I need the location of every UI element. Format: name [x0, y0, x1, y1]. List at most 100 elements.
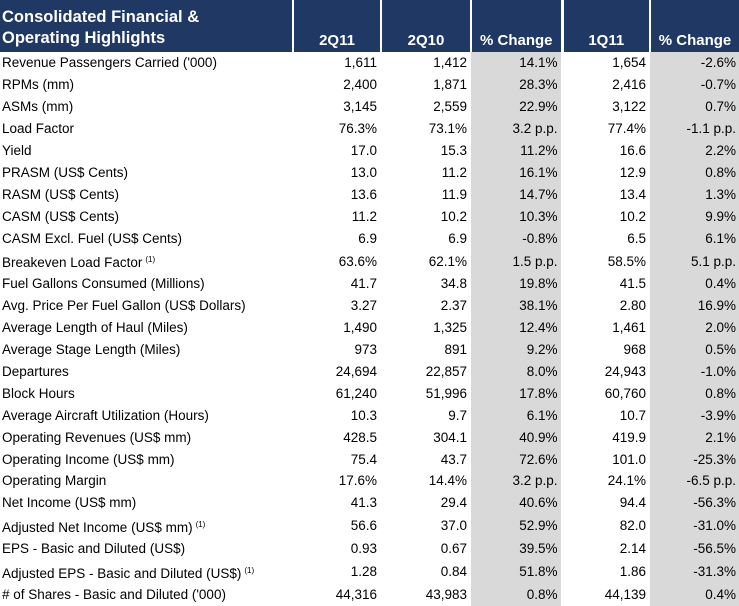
value-2q11: 11.2	[351, 208, 377, 224]
table-row: Block Hours 61,240 51,996 17.8% 60,760 0.8%	[0, 382, 739, 405]
change-yoy: 39.5%	[471, 537, 564, 560]
row-label: PRASM (US$ Cents)	[2, 164, 129, 180]
change-qoq: -3.9%	[650, 404, 739, 427]
row-label: Yield	[2, 143, 32, 158]
value-2q11: 17.6%	[338, 473, 377, 489]
value-2q11: 1,490	[343, 320, 377, 336]
row-label: Adjusted Net Income (US$ mm)	[2, 519, 193, 535]
value-2q11: 0.93	[350, 541, 377, 557]
change-yoy: 28.3%	[471, 73, 564, 96]
value-2q10: 1,412	[433, 55, 467, 71]
row-label-cell: Average Aircraft Utilization (Hours)	[0, 404, 293, 426]
row-label: Revenue Passengers Carried ('000)	[2, 55, 217, 71]
change-qoq: 6.1%	[650, 227, 739, 250]
value-2q10: 37.0	[440, 518, 467, 534]
table-row: Average Length of Haul (Miles) 1,490 1,325…	[0, 316, 739, 339]
value-1q11: 419.9	[612, 429, 646, 445]
table-row: Adjusted EPS - Basic and Diluted (US$) (1…	[0, 559, 739, 584]
change-qoq: 0.8%	[650, 382, 739, 405]
table-row: RPMs (mm) 2,400 1,871 28.3% 2,416 -0.7%	[0, 73, 739, 96]
row-label-cell: PRASM (US$ Cents)	[0, 161, 293, 183]
table-row: # of Shares - Basic and Diluted ('000) 44…	[0, 583, 739, 606]
change-qoq: -31.0%	[650, 513, 739, 538]
value-1q11: 60,760	[604, 385, 646, 401]
row-label: Operating Revenues (US$ mm)	[2, 429, 192, 445]
table-row: Departures 24,694 22,857 8.0% 24,943 -1.0%	[0, 360, 739, 383]
value-2q10: 34.8	[440, 276, 467, 292]
row-label: Average Length of Haul (Miles)	[2, 320, 188, 336]
row-label-cell: Average Stage Length (Miles)	[0, 339, 293, 361]
column-header-change-yoy: % Change	[471, 0, 564, 52]
row-label-cell: Breakeven Load Factor (1)	[0, 249, 293, 273]
change-yoy: 40.9%	[471, 426, 564, 449]
change-yoy: 14.7%	[471, 183, 564, 206]
value-2q11: 10.3	[350, 407, 377, 423]
row-label: Operating Income (US$ mm)	[2, 451, 175, 467]
change-qoq: 2.2%	[650, 139, 739, 162]
value-1q11: 1,461	[612, 320, 646, 336]
change-qoq: 0.4%	[650, 273, 739, 295]
table-row: ASMs (mm) 3,145 2,559 22.9% 3,122 0.7%	[0, 95, 739, 118]
value-2q11: 3.27	[350, 298, 377, 314]
change-yoy: 51.8%	[471, 559, 564, 584]
change-yoy: 3.2 p.p.	[471, 470, 564, 492]
change-yoy: 9.2%	[471, 338, 564, 361]
change-qoq: 1.3%	[650, 183, 739, 206]
change-yoy: 3.2 p.p.	[471, 117, 564, 140]
row-label-cell: Adjusted Net Income (US$ mm) (1)	[0, 514, 293, 538]
value-1q11: 24,943	[604, 364, 646, 380]
row-label-cell: Operating Revenues (US$ mm)	[0, 426, 293, 448]
row-label-cell: Operating Income (US$ mm)	[0, 448, 293, 470]
column-header-2q11: 2Q11	[293, 0, 382, 52]
row-label-cell: Avg. Price Per Fuel Gallon (US$ Dollars)	[0, 295, 293, 317]
table-row: Fuel Gallons Consumed (Millions) 41.7 34.8…	[0, 273, 739, 295]
value-1q11: 3,122	[612, 99, 646, 115]
value-2q11: 75.4	[350, 451, 377, 467]
change-qoq: -56.3%	[650, 491, 739, 514]
table-body: Revenue Passengers Carried ('000) 1,611 1,…	[0, 52, 739, 606]
value-2q11: 1.28	[350, 564, 377, 580]
change-qoq: -1.0%	[650, 360, 739, 383]
value-2q10: 22,857	[425, 364, 467, 380]
value-2q11: 76.3%	[338, 121, 377, 137]
table-row: Operating Revenues (US$ mm) 428.5 304.1 40.…	[0, 426, 739, 449]
table-row: Average Stage Length (Miles) 973 891 9.2% 96…	[0, 338, 739, 361]
value-2q11: 973	[354, 342, 377, 358]
value-2q11: 17.0	[350, 143, 377, 158]
value-2q10: 1,871	[433, 77, 467, 93]
value-1q11: 94.4	[619, 495, 646, 511]
value-2q10: 9.7	[448, 407, 467, 423]
value-2q11: 6.9	[358, 230, 377, 246]
row-label-cell: Average Length of Haul (Miles)	[0, 317, 293, 339]
table-row: PRASM (US$ Cents) 13.0 11.2 16.1% 12.9 0.8%	[0, 161, 739, 184]
change-yoy: 10.3%	[471, 205, 564, 228]
row-label: Breakeven Load Factor	[2, 255, 143, 271]
value-2q11: 44,316	[335, 587, 377, 603]
column-header-1q11: 1Q11	[562, 0, 651, 52]
value-2q10: 62.1%	[428, 253, 467, 269]
row-label: Avg. Price Per Fuel Gallon (US$ Dollars)	[2, 298, 246, 314]
row-label-cell: RPMs (mm)	[0, 74, 293, 96]
change-qoq: 0.4%	[650, 583, 739, 606]
row-label-cell: CASM (US$ Cents)	[0, 205, 293, 227]
change-qoq: -25.3%	[650, 448, 739, 471]
change-yoy: 1.5 p.p.	[471, 249, 564, 274]
value-2q10: 43.7	[440, 451, 467, 467]
value-2q10: 15.3	[440, 143, 467, 158]
value-2q11: 56.6	[350, 518, 377, 534]
row-label-cell: ASMs (mm)	[0, 96, 293, 118]
value-2q11: 61,240	[335, 385, 377, 401]
value-1q11: 968	[623, 342, 646, 358]
value-2q10: 29.4	[440, 495, 467, 511]
change-yoy: 52.9%	[471, 513, 564, 538]
row-label: CASM (US$ Cents)	[2, 208, 120, 224]
footnote-marker: (1)	[244, 565, 255, 575]
row-label-cell: Operating Margin	[0, 470, 293, 492]
row-label: Average Aircraft Utilization (Hours)	[2, 407, 209, 423]
table-row: Net Income (US$ mm) 41.3 29.4 40.6% 94.4 -56.…	[0, 491, 739, 514]
row-label: RPMs (mm)	[2, 77, 74, 93]
row-label: Departures	[2, 364, 69, 380]
value-2q10: 0.84	[440, 564, 467, 580]
value-2q11: 13.0	[350, 164, 377, 180]
